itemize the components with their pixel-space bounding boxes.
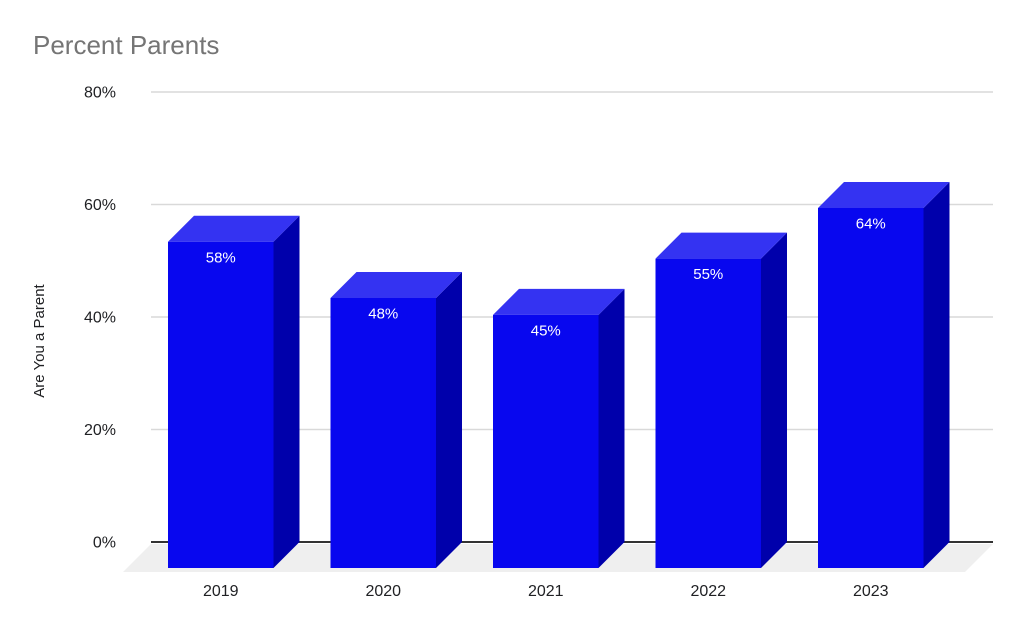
x-category-label: 2020: [365, 583, 401, 600]
bar-side-face: [273, 215, 300, 568]
y-tick-label: 40%: [84, 310, 116, 327]
bar-value-label: 45%: [531, 322, 561, 339]
x-category-label: 2023: [853, 583, 889, 600]
bar-top-face: [493, 288, 625, 315]
x-category-label: 2021: [528, 583, 564, 600]
y-tick-label: 80%: [84, 85, 116, 102]
y-tick-label: 0%: [93, 535, 116, 552]
bar-value-label: 55%: [693, 266, 723, 283]
x-category-label: 2019: [203, 583, 239, 600]
bar-top-face: [818, 182, 950, 208]
bar-front-face: [655, 258, 761, 568]
y-tick-label: 60%: [84, 197, 116, 214]
bar-front-face: [818, 208, 924, 568]
bar-side-face: [436, 272, 462, 568]
chart-title: Percent Parents: [33, 30, 220, 60]
bar-value-label: 48%: [368, 306, 398, 323]
bar-front-face: [493, 314, 599, 568]
bar-side-face: [761, 232, 787, 568]
bar-top-face: [168, 215, 300, 242]
y-tick-label: 20%: [84, 422, 116, 439]
bar-side-face: [923, 182, 950, 568]
bar-top-face: [655, 232, 787, 259]
bar-front-face: [168, 241, 274, 568]
bar-side-face: [598, 288, 625, 568]
x-category-label: 2022: [690, 583, 726, 600]
bar-value-label: 58%: [206, 249, 236, 266]
bar-top-face: [330, 272, 462, 298]
bar-value-label: 64%: [856, 216, 886, 233]
bar-front-face: [330, 298, 436, 568]
